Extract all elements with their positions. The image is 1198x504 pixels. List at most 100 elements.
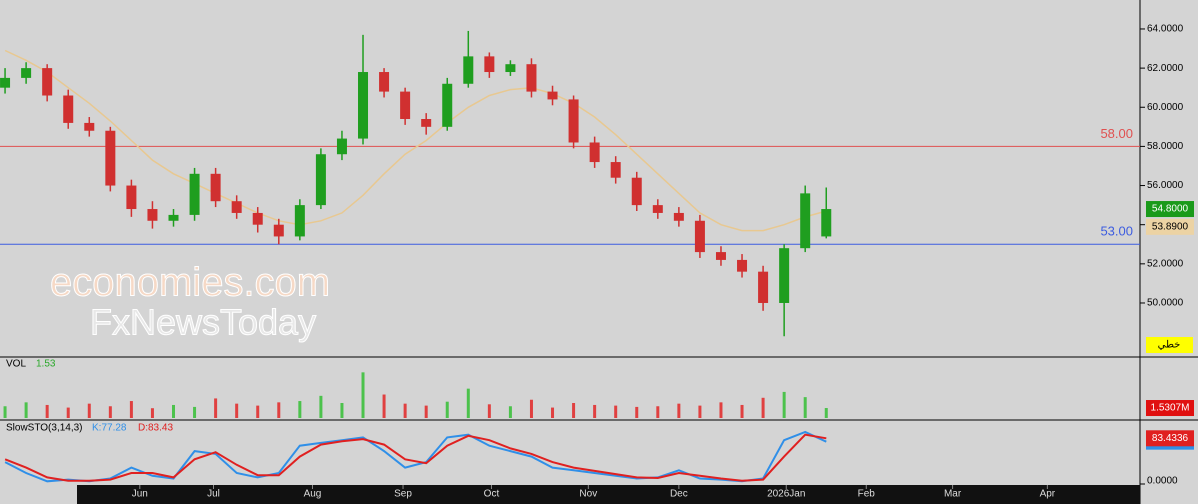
candle-body bbox=[21, 68, 32, 78]
candle-body bbox=[400, 91, 411, 119]
candle-body bbox=[484, 56, 495, 73]
x-tick-label: Aug bbox=[304, 489, 322, 500]
candle-body bbox=[673, 212, 684, 221]
horizontal-line-label: 58.00 bbox=[1100, 126, 1133, 141]
y-tick-label: 60.0000 bbox=[1147, 102, 1184, 113]
candle-body bbox=[758, 271, 769, 303]
volume-bar bbox=[614, 405, 618, 418]
x-tick-label: 2026Jan bbox=[767, 489, 805, 500]
candle-body bbox=[821, 209, 832, 237]
candle-body bbox=[463, 56, 474, 84]
volume-bar bbox=[635, 406, 639, 418]
stoch-label-box bbox=[1146, 430, 1194, 447]
x-tick-label: Sep bbox=[394, 489, 412, 500]
price-label-box bbox=[1146, 218, 1194, 235]
stoch-k-legend: K:77.28 bbox=[92, 423, 127, 434]
volume-bar bbox=[298, 401, 302, 418]
volume-bar bbox=[172, 404, 176, 418]
candle-body bbox=[631, 177, 642, 206]
candle-body bbox=[358, 72, 369, 139]
y-tick-label: 58.0000 bbox=[1147, 141, 1184, 152]
volume-bar bbox=[677, 403, 681, 418]
volume-bar bbox=[361, 372, 365, 418]
volume-bar bbox=[593, 404, 597, 418]
candle-body bbox=[105, 130, 116, 186]
volume-bar bbox=[87, 403, 91, 418]
stoch-title: SlowSTO(3,14,3) bbox=[6, 423, 83, 434]
volume-bar bbox=[803, 397, 807, 418]
price-label-box bbox=[1146, 201, 1194, 218]
volume-bar bbox=[782, 391, 786, 418]
candle-body bbox=[568, 99, 579, 143]
volume-bar bbox=[445, 401, 449, 418]
candle-body bbox=[652, 205, 663, 213]
x-tick-label: Oct bbox=[484, 489, 500, 500]
volume-bar bbox=[24, 402, 28, 418]
volume-bar bbox=[761, 397, 765, 418]
x-tick-label: Dec bbox=[670, 489, 688, 500]
y-tick-label: 62.0000 bbox=[1147, 63, 1184, 74]
y-tick-label: 52.0000 bbox=[1147, 258, 1184, 269]
volume-bar bbox=[403, 403, 407, 418]
candle-body bbox=[715, 252, 726, 260]
candle-body bbox=[589, 142, 600, 163]
badge-box bbox=[1146, 337, 1193, 353]
x-tick-label: Jun bbox=[132, 489, 148, 500]
volume-bar bbox=[466, 388, 470, 418]
x-tick-label: Mar bbox=[944, 489, 962, 500]
x-tick-label: Feb bbox=[858, 489, 876, 500]
candle-body bbox=[547, 91, 558, 100]
candle-body bbox=[189, 173, 200, 215]
volume-bar bbox=[319, 395, 323, 418]
price-label: 53.8900 bbox=[1152, 221, 1189, 232]
moving-average bbox=[4, 49, 827, 232]
candle-body bbox=[421, 119, 432, 127]
candle-body bbox=[42, 68, 53, 96]
candle-body bbox=[0, 77, 11, 88]
volume-title: VOL bbox=[6, 359, 26, 370]
volume-bar bbox=[698, 405, 702, 418]
candle-body bbox=[126, 185, 137, 210]
volume-bar bbox=[572, 403, 576, 418]
candle-body bbox=[610, 162, 621, 178]
candle-body bbox=[147, 209, 158, 221]
badge: خطي bbox=[1158, 340, 1181, 351]
stoch-d-legend: D:83.43 bbox=[138, 423, 173, 434]
volume-bar bbox=[129, 401, 133, 418]
candle-body bbox=[779, 248, 790, 303]
volume-bar bbox=[824, 408, 828, 418]
x-tick-label: Jul bbox=[207, 489, 220, 500]
watermark: FxNewsToday bbox=[90, 302, 316, 343]
volume-bar bbox=[150, 408, 154, 418]
x-tick-label: Nov bbox=[579, 489, 597, 500]
volume-bar bbox=[66, 407, 70, 418]
volume-bar bbox=[193, 406, 197, 418]
y-tick-label: 50.0000 bbox=[1147, 298, 1184, 309]
candle-body bbox=[526, 64, 537, 92]
volume-bar bbox=[108, 406, 112, 418]
price-label: 54.8000 bbox=[1152, 204, 1189, 215]
volume-label: 1.5307M bbox=[1151, 403, 1190, 414]
stoch-label: 83.4336 bbox=[1152, 433, 1189, 444]
volume-bar bbox=[3, 406, 7, 418]
volume-bar bbox=[424, 405, 428, 418]
volume-bar bbox=[551, 407, 555, 418]
volume-label-box bbox=[1146, 400, 1194, 417]
candle-body bbox=[379, 72, 390, 92]
candle-body bbox=[210, 173, 221, 202]
volume-bar bbox=[740, 404, 744, 418]
volume-bar bbox=[45, 404, 49, 418]
volume-bar bbox=[529, 399, 533, 418]
candle-body bbox=[84, 122, 95, 131]
volume-bar bbox=[656, 406, 660, 418]
horizontal-line-label: 53.00 bbox=[1100, 224, 1133, 239]
candle-body bbox=[694, 220, 705, 253]
y-tick-label: 64.0000 bbox=[1147, 24, 1184, 35]
volume-bar bbox=[256, 405, 260, 418]
candle-body bbox=[800, 193, 811, 249]
candle-body bbox=[737, 259, 748, 272]
candle-body bbox=[63, 95, 74, 123]
candle-body bbox=[273, 224, 284, 237]
volume-bar bbox=[214, 398, 218, 418]
